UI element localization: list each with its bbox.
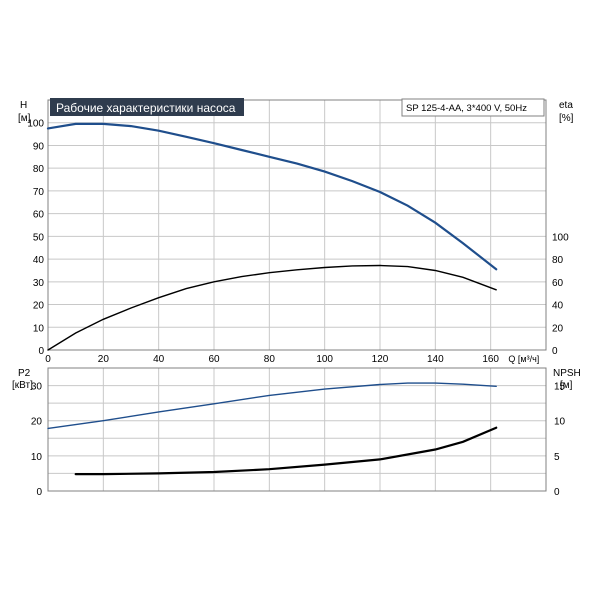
y-tick-label-h: 70 [33,187,45,198]
curve-p2 [74,426,498,476]
y-tick-label-h: 90 [33,141,45,152]
y-tick-label-h: 10 [33,323,45,334]
curve-h [46,122,498,271]
y2-tick-label-eta: 20 [552,323,564,334]
y-tick-label-h: 50 [33,232,45,243]
x-tick-label: 80 [264,354,276,365]
y2-tick-label-npsh: 15 [554,382,566,393]
chart-title: Рабочие характеристики насоса [56,101,236,115]
y-tick-label-h: 80 [33,164,45,175]
plot-frame-top [47,99,547,351]
y-tick-label-h: 20 [33,301,45,312]
y-tick-label-p2: 0 [36,487,42,498]
x-tick-label: 40 [153,354,165,365]
y-tick-label-h: 100 [27,119,44,130]
plot-area-top [48,100,546,350]
model-label: SP 125-4-AA, 3*400 V, 50Hz [406,103,527,114]
y2-tick-label-npsh: 10 [554,417,566,428]
curve-npsh [47,382,497,430]
y-tick-label-h: 60 [33,210,45,221]
left-axis-name: H [20,100,27,111]
y2-tick-label-eta: 60 [552,278,564,289]
y2-tick-label-npsh: 5 [554,452,560,463]
x-tick-label: 140 [427,354,444,365]
title-box [50,98,244,116]
right-axis-unit: [м] [560,380,573,391]
y-tick-label-h: 0 [38,346,44,357]
plot-area-bottom [48,368,546,491]
right-axis-unit: [%] [559,113,574,124]
left-axis-unit: [м] [18,113,31,124]
y-tick-label-p2: 30 [31,382,43,393]
x-tick-label: 120 [372,354,389,365]
left-axis-unit: [кВт] [12,380,33,391]
x-tick-label: 160 [482,354,499,365]
y2-tick-label-eta: 0 [552,346,558,357]
y-tick-label-h: 40 [33,255,45,266]
x-axis-label: Q [м³/ч] [508,354,539,364]
y2-tick-label-eta: 80 [552,255,564,266]
y2-tick-label-eta: 40 [552,301,564,312]
left-axis-name: P2 [18,368,31,379]
curve-eta [47,264,497,351]
y-tick-label-h: 30 [33,278,45,289]
right-axis-name: NPSH [553,368,581,379]
x-tick-label: 100 [316,354,333,365]
x-tick-label: 20 [98,354,110,365]
plot-frame-bottom [47,367,547,492]
y-tick-label-p2: 10 [31,452,43,463]
y-tick-label-p2: 20 [31,417,43,428]
x-tick-label: 0 [45,354,51,365]
x-tick-label: 60 [208,354,220,365]
bottom-panel: 0 10 20 30 0 5 10 15 P2[кВт] NPSH[м] [12,367,581,498]
model-label-box [401,98,545,117]
y2-tick-label-npsh: 0 [554,487,560,498]
right-axis-name: eta [559,100,573,111]
top-panel: 0 10 20 30 40 50 60 70 80 90 100 0 20 40 60 80 100 0 20 40 6… [18,98,574,365]
y2-tick-label-eta: 100 [552,232,569,243]
